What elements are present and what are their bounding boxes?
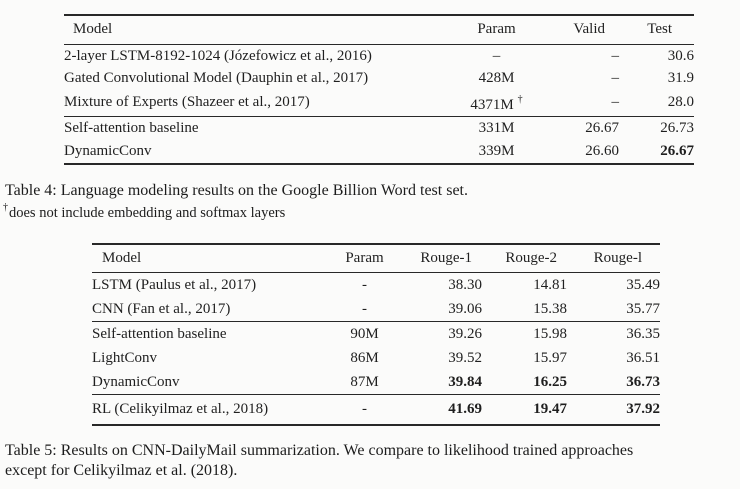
table-row: CNN (Fan et al., 2017) - 39.06 15.38 35.… xyxy=(92,297,660,322)
cell-param: - xyxy=(362,300,367,317)
table4-col-test: Test xyxy=(647,21,672,37)
cell-rougel: 36.73 xyxy=(626,373,660,390)
cell-rougel: 36.51 xyxy=(626,349,660,366)
table-row: DynamicConv 87M 39.84 16.25 36.73 xyxy=(92,370,660,395)
dagger-mark: † xyxy=(517,93,523,105)
cell-test: 28.0 xyxy=(667,94,694,110)
table4-group-prior-work: 2-layer LSTM-8192-1024 (Józefowicz et al… xyxy=(64,45,694,117)
table-row: DynamicConv 339M 26.60 26.67 xyxy=(64,140,694,164)
cell-rouge1: 39.26 xyxy=(448,325,482,342)
table5-col-param: Param xyxy=(345,250,384,266)
cell-param: 4371M † xyxy=(444,89,549,117)
table5-group-ours: Self-attention baseline 90M 39.26 15.98 … xyxy=(92,322,660,395)
cell-model: LSTM (Paulus et al., 2017) xyxy=(92,276,257,293)
table-row: Mixture of Experts (Shazeer et al., 2017… xyxy=(64,89,694,117)
cell-model: RL (Celikyilmaz et al., 2018) xyxy=(92,401,269,417)
table-row: Self-attention baseline 331M 26.67 26.73 xyxy=(64,117,694,141)
cell-param: 87M xyxy=(350,373,379,390)
cell-rougel: 35.77 xyxy=(626,300,660,317)
cell-valid: – xyxy=(611,94,620,110)
table5-header-row: Model Param Rouge-1 Rouge-2 Rouge-l xyxy=(92,244,660,273)
table5-col-model: Model xyxy=(102,250,142,266)
table-row: 2-layer LSTM-8192-1024 (Józefowicz et al… xyxy=(64,45,694,68)
cell-test: 31.9 xyxy=(667,69,694,86)
table4-header: Model Param Valid Test xyxy=(64,15,694,45)
cell-valid: 26.60 xyxy=(585,143,619,159)
cell-param: 331M xyxy=(478,120,515,136)
cell-param: – xyxy=(492,47,501,64)
cell-test: 26.73 xyxy=(660,120,694,136)
cell-rouge2: 15.38 xyxy=(533,300,567,317)
cell-rouge2: 14.81 xyxy=(533,276,567,293)
cell-rouge2: 19.47 xyxy=(533,401,567,417)
cell-model: DynamicConv xyxy=(64,143,152,159)
cell-model: Self-attention baseline xyxy=(92,325,227,342)
table-row: LSTM (Paulus et al., 2017) - 38.30 14.81… xyxy=(92,273,660,298)
table5-header: Model Param Rouge-1 Rouge-2 Rouge-l xyxy=(92,244,660,273)
cell-rouge1: 38.30 xyxy=(448,276,482,293)
cell-param: - xyxy=(362,276,367,293)
table4-language-modeling: Model Param Valid Test 2-layer LSTM-8192… xyxy=(64,14,694,165)
cell-rouge2: 16.25 xyxy=(533,373,567,390)
table5-caption-line2: except for Celikyilmaz et al. (2018). xyxy=(5,461,238,479)
dagger-mark: † xyxy=(3,202,8,213)
table-row: RL (Celikyilmaz et al., 2018) - 41.69 19… xyxy=(92,395,660,426)
cell-rouge1: 39.06 xyxy=(448,300,482,317)
table-row: Self-attention baseline 90M 39.26 15.98 … xyxy=(92,322,660,347)
footnote-text: does not include embedding and softmax l… xyxy=(9,204,286,221)
cell-model: Mixture of Experts (Shazeer et al., 2017… xyxy=(64,94,310,110)
param-value: 4371M xyxy=(470,96,514,113)
table5-col-rougel: Rouge-l xyxy=(593,250,642,266)
cell-rouge1: 39.52 xyxy=(448,349,482,366)
cell-param: 339M xyxy=(478,143,515,159)
cell-param: 90M xyxy=(350,325,379,342)
cell-param: 428M xyxy=(478,69,515,86)
cell-rouge2: 15.97 xyxy=(533,349,567,366)
table5-group-prior-work: LSTM (Paulus et al., 2017) - 38.30 14.81… xyxy=(92,273,660,322)
cell-model: Self-attention baseline xyxy=(64,120,199,136)
cell-test: 30.6 xyxy=(667,47,694,64)
cell-valid: 26.67 xyxy=(585,120,619,136)
table4-header-row: Model Param Valid Test xyxy=(64,15,694,45)
cell-param: - xyxy=(362,401,367,417)
cell-valid: – xyxy=(611,47,620,64)
cell-model: Gated Convolutional Model (Dauphin et al… xyxy=(64,69,369,86)
cell-model: DynamicConv xyxy=(92,373,180,390)
cell-rougel: 37.92 xyxy=(626,401,660,417)
table5-caption-line1: Table 5: Results on CNN-DailyMail summar… xyxy=(5,442,634,459)
table5-col-rouge1: Rouge-1 xyxy=(420,250,472,266)
cell-test: 26.67 xyxy=(660,143,694,159)
table4-caption: Table 4: Language modeling results on th… xyxy=(5,182,468,199)
cell-valid: – xyxy=(611,69,620,86)
table4-col-model: Model xyxy=(73,21,113,37)
table4-group-ours: Self-attention baseline 331M 26.67 26.73… xyxy=(64,117,694,164)
cell-rougel: 35.49 xyxy=(626,276,660,293)
cell-rouge1: 41.69 xyxy=(448,401,482,417)
cell-rouge2: 15.98 xyxy=(533,325,567,342)
table-row: LightConv 86M 39.52 15.97 36.51 xyxy=(92,346,660,370)
table4-col-valid: Valid xyxy=(573,21,605,37)
cell-model: CNN (Fan et al., 2017) xyxy=(92,300,231,317)
table-row: Gated Convolutional Model (Dauphin et al… xyxy=(64,67,694,89)
table5-summarization: Model Param Rouge-1 Rouge-2 Rouge-l LSTM… xyxy=(92,243,660,426)
cell-param: 86M xyxy=(350,349,379,366)
cell-rougel: 36.35 xyxy=(626,325,660,342)
table5-caption: Table 5: Results on CNN-DailyMail summar… xyxy=(5,441,633,480)
cell-model: LightConv xyxy=(92,349,158,366)
table4-col-param: Param xyxy=(477,21,516,37)
cell-rouge1: 39.84 xyxy=(448,373,482,390)
table5-group-rl: RL (Celikyilmaz et al., 2018) - 41.69 19… xyxy=(92,395,660,426)
cell-model: 2-layer LSTM-8192-1024 (Józefowicz et al… xyxy=(64,47,372,64)
table4-footnote: †does not include embedding and softmax … xyxy=(3,202,286,222)
table5-col-rouge2: Rouge-2 xyxy=(505,250,557,266)
